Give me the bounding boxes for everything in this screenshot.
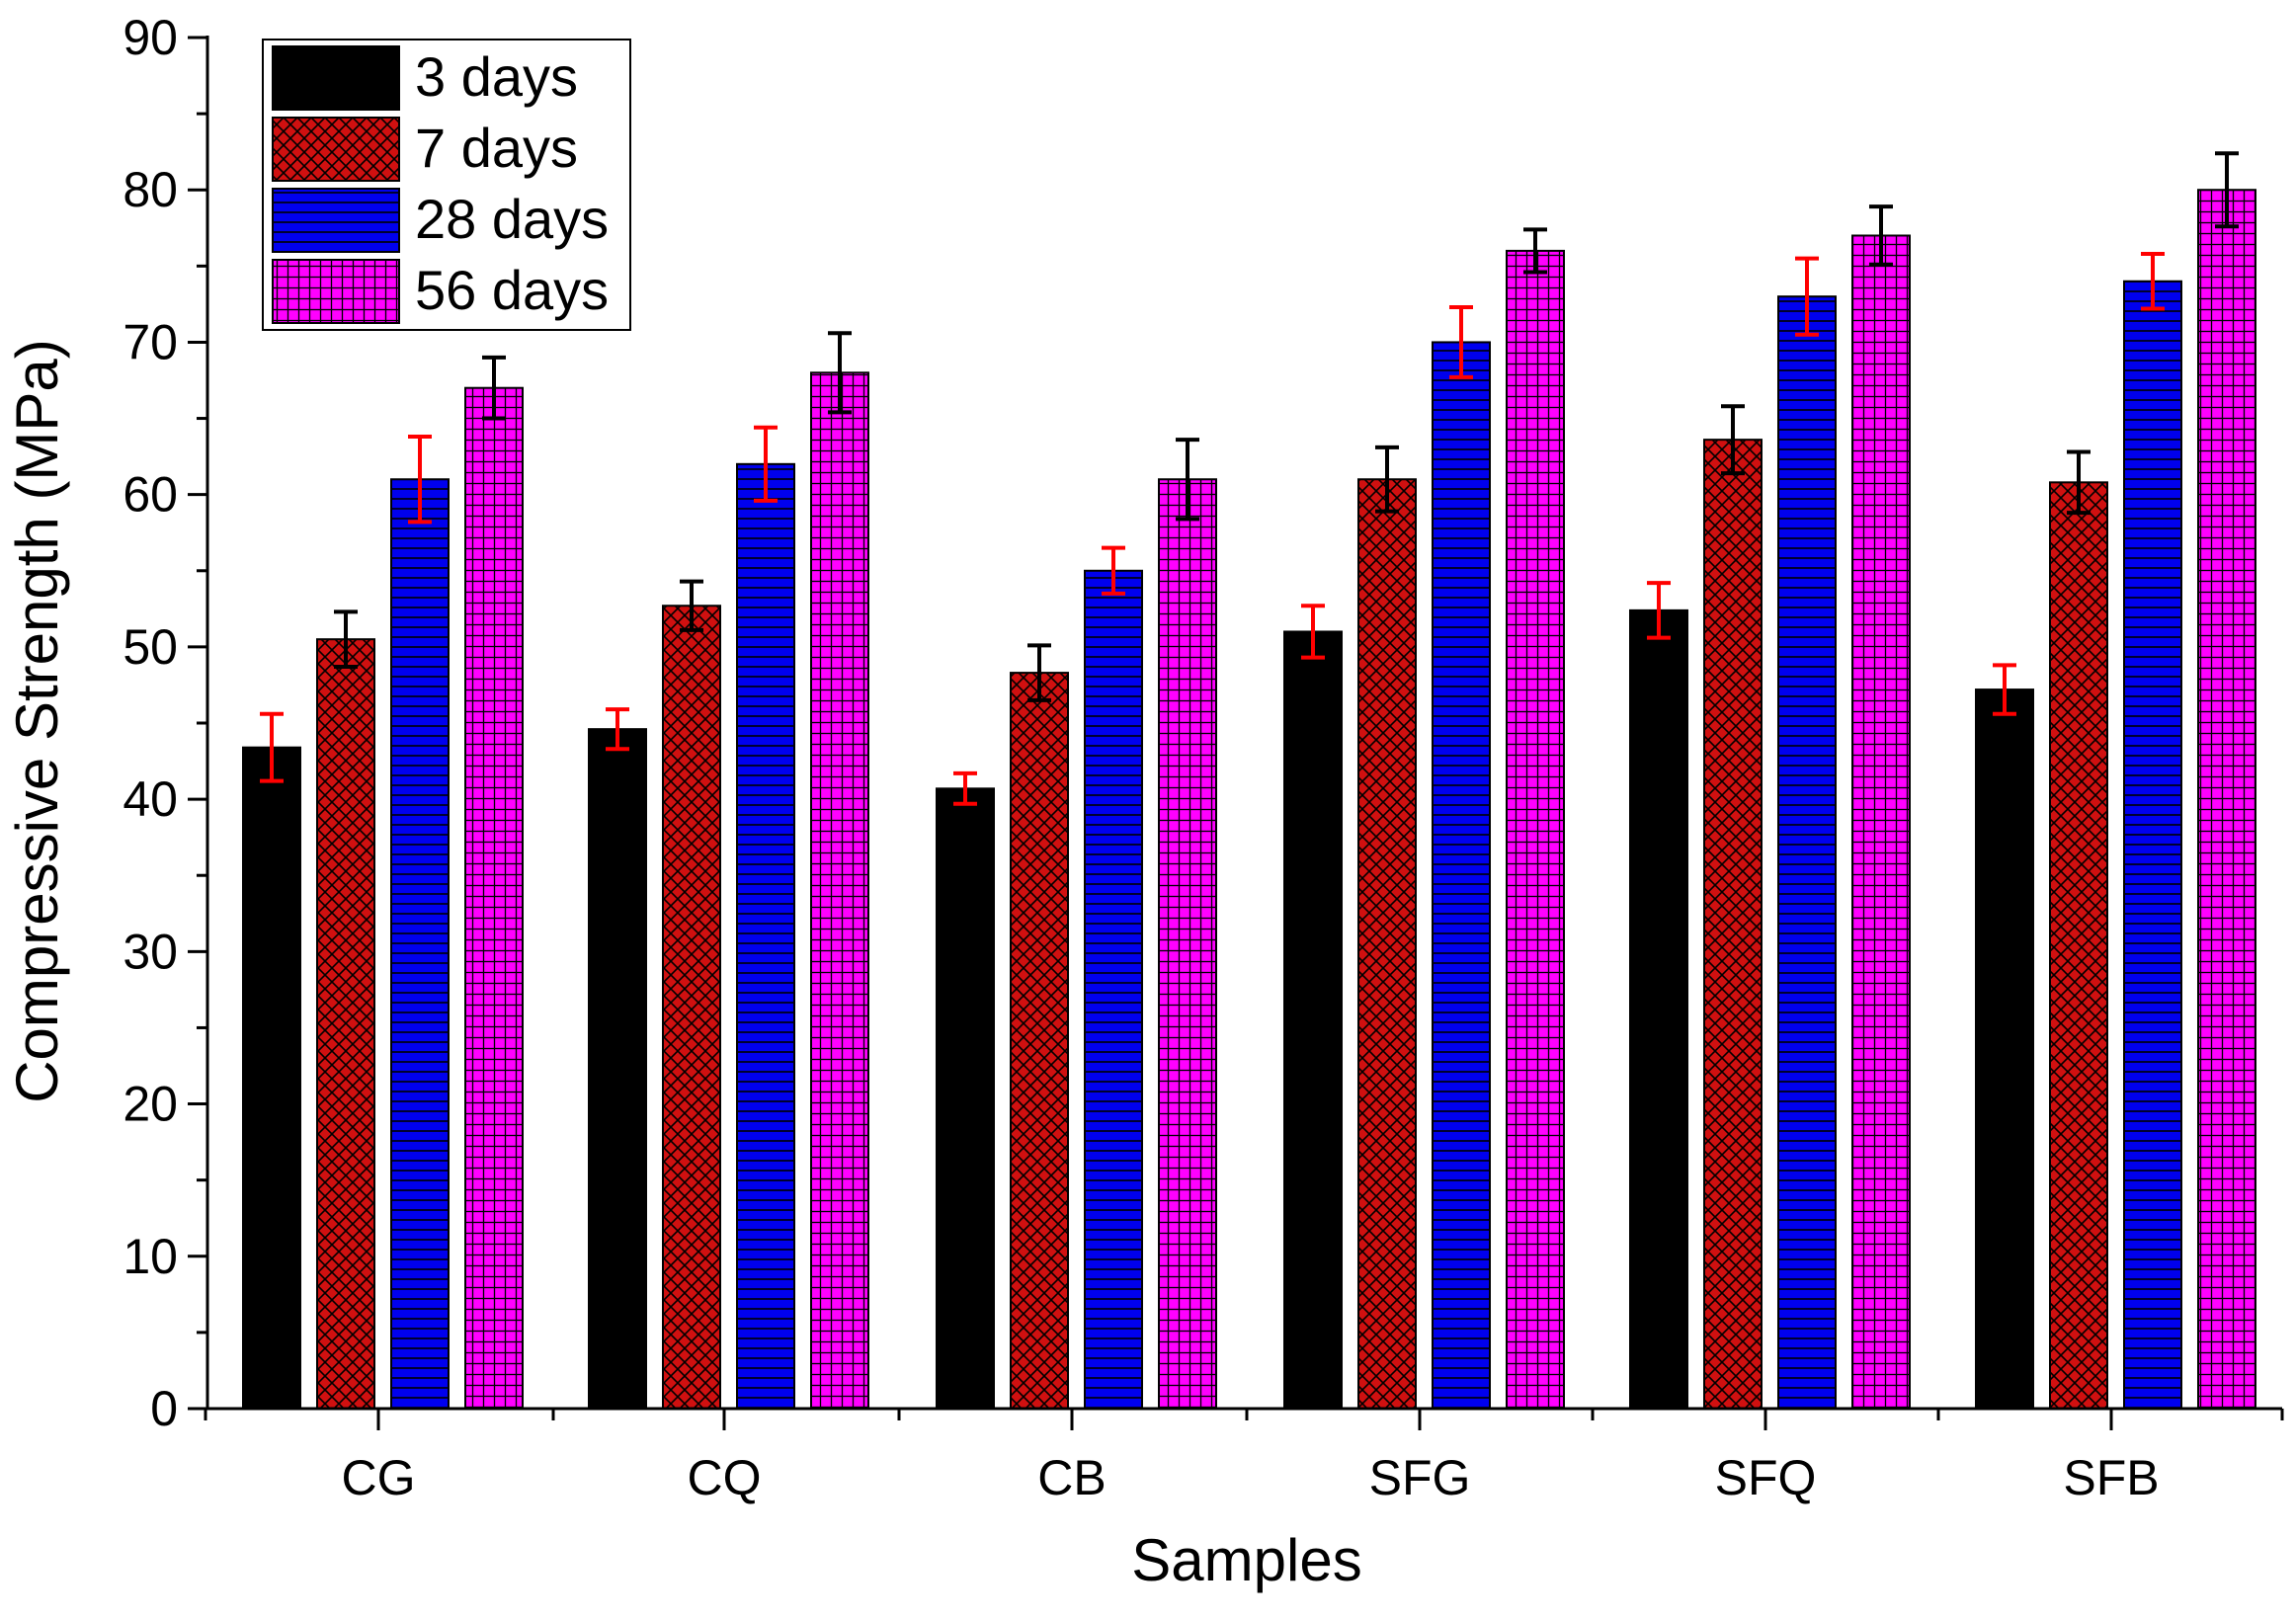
error-bar-3-days-cb	[953, 770, 977, 806]
bar-56-days-sfq	[1851, 234, 1911, 1410]
bar-3-days-sfq	[1629, 608, 1688, 1410]
y-tick-label: 10	[123, 1229, 178, 1284]
error-bar-28-days-sfq	[1795, 256, 1819, 337]
bar-7-days-sfb	[2049, 481, 2108, 1410]
x-tick-label-sfb: SFB	[2063, 1450, 2159, 1505]
bar-28-days-sfb	[2123, 280, 2182, 1410]
bar-7-days-sfg	[1357, 478, 1417, 1410]
error-bar-3-days-sfq	[1647, 581, 1671, 640]
y-tick-label: 60	[123, 467, 178, 523]
error-bar-7-days-sfg	[1375, 445, 1399, 514]
bar-28-days-cq	[736, 462, 795, 1411]
bar-28-days-sfq	[1777, 295, 1837, 1411]
y-tick-label: 50	[123, 619, 178, 675]
x-tick-label-cb: CB	[1037, 1450, 1106, 1505]
bar-56-days-cg	[464, 386, 524, 1411]
error-bar-28-days-sfb	[2141, 251, 2165, 311]
error-bar-56-days-cb	[1176, 438, 1199, 522]
legend-swatch-56-days	[272, 259, 400, 324]
legend-label-56-days: 56 days	[415, 259, 609, 321]
legend-label-28-days: 28 days	[415, 188, 609, 250]
x-tick-label-cq: CQ	[688, 1450, 762, 1505]
legend-swatch-3-days	[272, 45, 400, 111]
bar-3-days-cq	[588, 728, 647, 1410]
bar-3-days-sfb	[1975, 688, 2034, 1410]
bar-56-days-sfb	[2197, 189, 2256, 1411]
bar-7-days-cg	[316, 638, 375, 1410]
legend-swatch-7-days	[272, 117, 400, 182]
error-bar-7-days-cq	[680, 579, 703, 632]
error-bar-28-days-cg	[408, 435, 432, 525]
error-bar-7-days-cg	[334, 609, 358, 669]
bar-7-days-sfq	[1703, 439, 1763, 1410]
legend-label-3-days: 3 days	[415, 45, 578, 108]
legend-swatch-28-days	[272, 188, 400, 253]
y-tick-label: 40	[123, 771, 178, 827]
error-bar-56-days-sfq	[1869, 204, 1893, 267]
error-bar-56-days-cq	[828, 331, 852, 415]
y-tick-label: 70	[123, 314, 178, 369]
bar-28-days-cg	[390, 478, 450, 1410]
error-bar-3-days-sfb	[1993, 663, 2016, 716]
bar-56-days-sfg	[1506, 249, 1565, 1410]
y-tick-label: 20	[123, 1077, 178, 1132]
bar-28-days-sfg	[1432, 341, 1491, 1410]
x-tick-label-sfq: SFQ	[1715, 1450, 1817, 1505]
error-bar-28-days-cb	[1102, 545, 1125, 596]
error-bar-7-days-sfq	[1721, 404, 1745, 476]
bar-56-days-cq	[810, 371, 869, 1410]
bar-7-days-cq	[662, 605, 721, 1410]
y-tick-label: 30	[123, 924, 178, 979]
x-tick-label-cg: CG	[342, 1450, 416, 1505]
legend-label-7-days: 7 days	[415, 117, 578, 179]
bar-56-days-cb	[1158, 478, 1217, 1410]
error-bar-7-days-cb	[1027, 643, 1051, 702]
error-bars-layer	[260, 151, 2239, 806]
y-tick-label: 0	[150, 1381, 178, 1436]
x-tick-label-sfg: SFG	[1369, 1450, 1471, 1505]
error-bar-56-days-cg	[482, 355, 506, 421]
bar-3-days-cb	[936, 787, 995, 1410]
y-tick-label: 90	[123, 10, 178, 65]
x-axis-title: Samples	[1131, 1527, 1361, 1593]
y-axis-title: Compressive Strength (MPa)	[4, 339, 70, 1103]
legend: 3 days 7 days 28 days 56 days	[262, 39, 631, 331]
bars-layer	[242, 189, 2256, 1411]
error-bar-7-days-sfb	[2067, 449, 2091, 516]
error-bar-3-days-cg	[260, 711, 284, 783]
bar-3-days-cg	[242, 746, 301, 1410]
bar-7-days-cb	[1010, 672, 1069, 1410]
error-bar-28-days-cq	[754, 425, 778, 503]
error-bar-3-days-cq	[606, 707, 629, 752]
bar-3-days-sfg	[1283, 630, 1343, 1410]
axes-layer: 0 10 20 30 40 50 60 70 80 90 CG CQ CB SFG SFQ SFB	[123, 10, 2284, 1505]
y-tick-label: 80	[123, 162, 178, 217]
error-bar-28-days-sfg	[1449, 304, 1473, 379]
error-bar-3-days-sfg	[1301, 604, 1325, 660]
bar-28-days-cb	[1084, 569, 1143, 1410]
error-bar-56-days-sfg	[1523, 227, 1547, 275]
error-bar-56-days-sfb	[2215, 151, 2239, 229]
